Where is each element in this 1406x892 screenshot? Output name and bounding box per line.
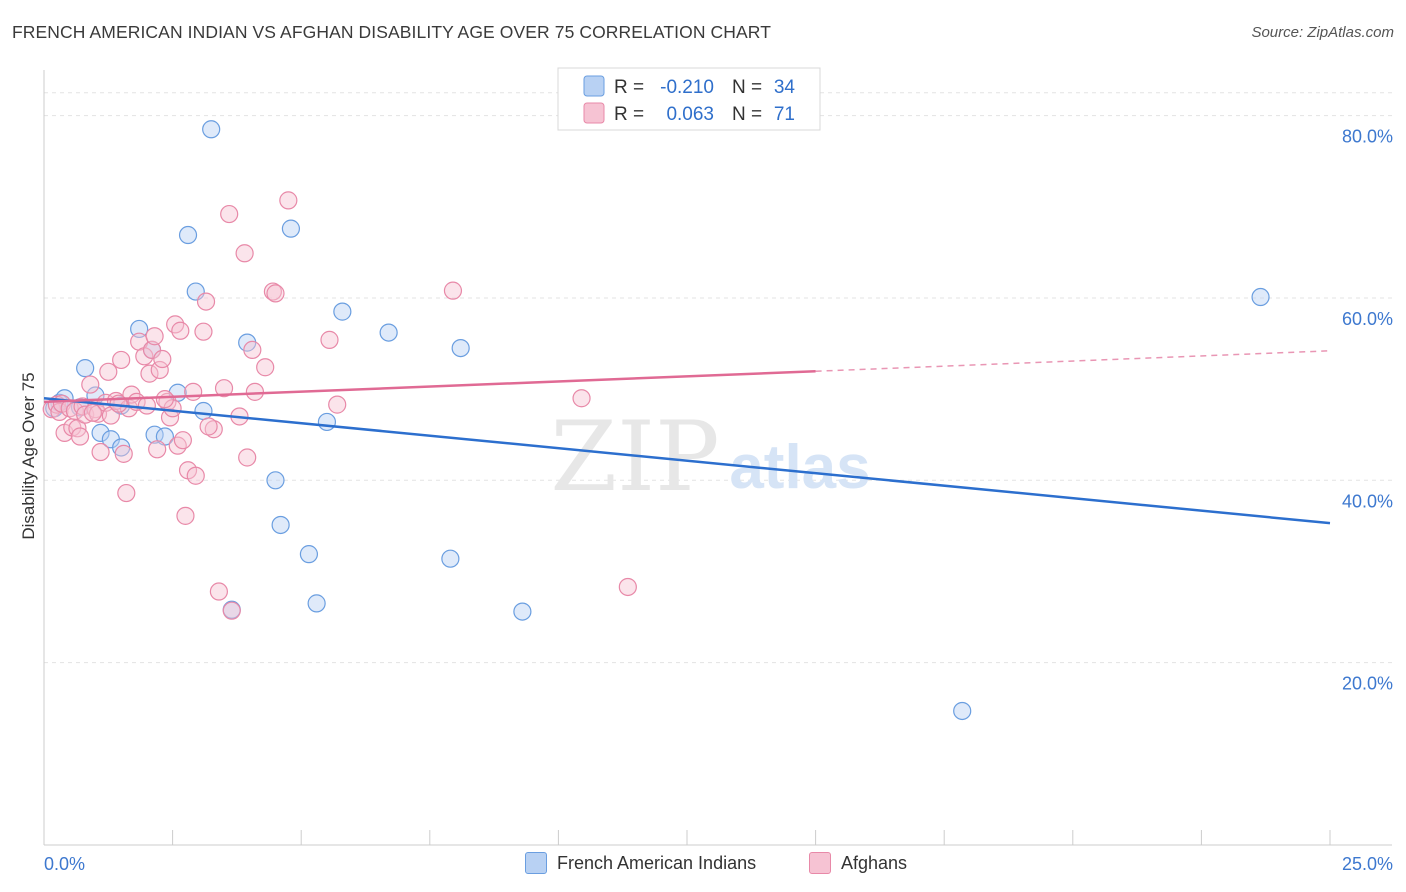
data-point	[70, 427, 90, 446]
trend-line-series-0	[43, 396, 1331, 525]
data-point	[163, 399, 182, 418]
data-point	[91, 423, 110, 442]
data-point	[204, 420, 223, 439]
data-point	[202, 120, 221, 139]
data-point	[199, 417, 218, 436]
data-point	[194, 401, 213, 421]
data-point	[328, 395, 347, 414]
data-point	[235, 244, 254, 263]
data-point	[317, 412, 337, 432]
y-axis-label: Disability Age Over 75	[19, 372, 38, 539]
data-point	[130, 319, 149, 339]
y-tick-label-60: 60.0%	[1342, 309, 1393, 329]
stats-n-label-2: N =	[732, 104, 762, 125]
data-point	[148, 440, 167, 459]
grid	[44, 92, 1392, 664]
series-1-points	[42, 191, 637, 620]
data-point	[112, 350, 131, 370]
stats-r-label-1: R =	[614, 77, 644, 98]
stats-r-label-2: R =	[614, 104, 644, 125]
data-point	[572, 389, 591, 408]
data-point	[451, 338, 470, 358]
data-point	[281, 219, 301, 238]
data-point	[307, 594, 326, 613]
data-point	[186, 466, 205, 485]
data-point	[320, 330, 339, 349]
data-point	[114, 444, 133, 463]
data-point	[99, 362, 118, 381]
data-point	[171, 321, 190, 340]
data-point	[184, 382, 203, 401]
stats-n-value-1: 34	[774, 77, 796, 98]
data-point	[137, 396, 156, 415]
trend-lines	[43, 350, 1331, 525]
data-point	[168, 436, 187, 455]
legend-label-afghans: Afghans	[841, 852, 908, 873]
data-point	[443, 281, 463, 300]
data-point	[256, 358, 275, 377]
data-point	[173, 431, 192, 450]
data-point	[513, 602, 532, 621]
watermark: ZIP atlas	[550, 401, 870, 513]
data-point	[266, 284, 285, 303]
data-point	[142, 340, 162, 360]
trend-line-extension-series-1	[815, 350, 1331, 372]
stats-r-value-1: -0.210	[660, 77, 714, 98]
stats-legend: R = -0.210 N = 34 R = 0.063 N = 71	[557, 67, 821, 131]
legend-swatch-afghans	[809, 852, 831, 874]
data-point	[140, 364, 159, 383]
x-tick-label-min: 0.0%	[44, 854, 85, 874]
legend-item-french-american-indians[interactable]: French American Indians	[525, 852, 756, 874]
data-point	[83, 403, 102, 422]
data-point	[222, 601, 241, 620]
data-point	[279, 191, 298, 210]
data-point	[153, 349, 172, 369]
data-point	[618, 577, 637, 597]
data-point	[150, 360, 169, 380]
source-label: Source: ZipAtlas.com	[1251, 24, 1394, 41]
y-tick-label-40: 40.0%	[1342, 491, 1393, 511]
x-tick-label-max: 25.0%	[1342, 854, 1393, 874]
data-point	[379, 323, 398, 342]
data-point	[333, 302, 352, 321]
data-point	[81, 375, 100, 394]
stats-swatch-french-american-indians	[583, 75, 605, 97]
data-point	[953, 701, 972, 721]
data-point	[441, 549, 460, 568]
data-point	[220, 204, 239, 224]
data-point	[238, 448, 257, 467]
data-point	[299, 545, 319, 564]
watermark-zip: ZIP	[550, 401, 719, 513]
data-point	[155, 390, 174, 409]
y-tick-label-80: 80.0%	[1342, 127, 1393, 147]
data-point	[176, 506, 195, 525]
data-point	[145, 327, 164, 346]
data-point	[243, 340, 262, 360]
chart-title: FRENCH AMERICAN INDIAN VS AFGHAN DISABIL…	[12, 22, 771, 42]
data-point	[178, 225, 198, 245]
stats-swatch-afghans	[583, 102, 605, 124]
stats-r-value-2: 0.063	[666, 104, 714, 125]
data-point	[214, 379, 234, 398]
stats-n-value-2: 71	[774, 104, 795, 125]
data-point	[245, 382, 265, 401]
data-point	[1251, 287, 1270, 307]
data-point	[91, 442, 110, 462]
stats-n-label-1: N =	[732, 77, 762, 98]
data-point	[194, 322, 213, 341]
axes: 20.0% 40.0% 60.0% 80.0% 0.0% 25.0%	[43, 70, 1393, 874]
data-point	[266, 471, 285, 490]
legend-item-afghans[interactable]: Afghans	[809, 852, 907, 874]
data-point	[263, 282, 283, 301]
data-point	[76, 359, 95, 378]
y-tick-label-20: 20.0%	[1342, 674, 1393, 694]
data-point	[117, 483, 136, 503]
data-point	[196, 292, 216, 311]
legend-label-french-american-indians: French American Indians	[557, 852, 757, 873]
data-point	[271, 515, 290, 535]
trend-line-series-1	[43, 369, 816, 404]
legend-swatch-french-american-indians	[525, 852, 547, 874]
data-point	[209, 582, 228, 601]
